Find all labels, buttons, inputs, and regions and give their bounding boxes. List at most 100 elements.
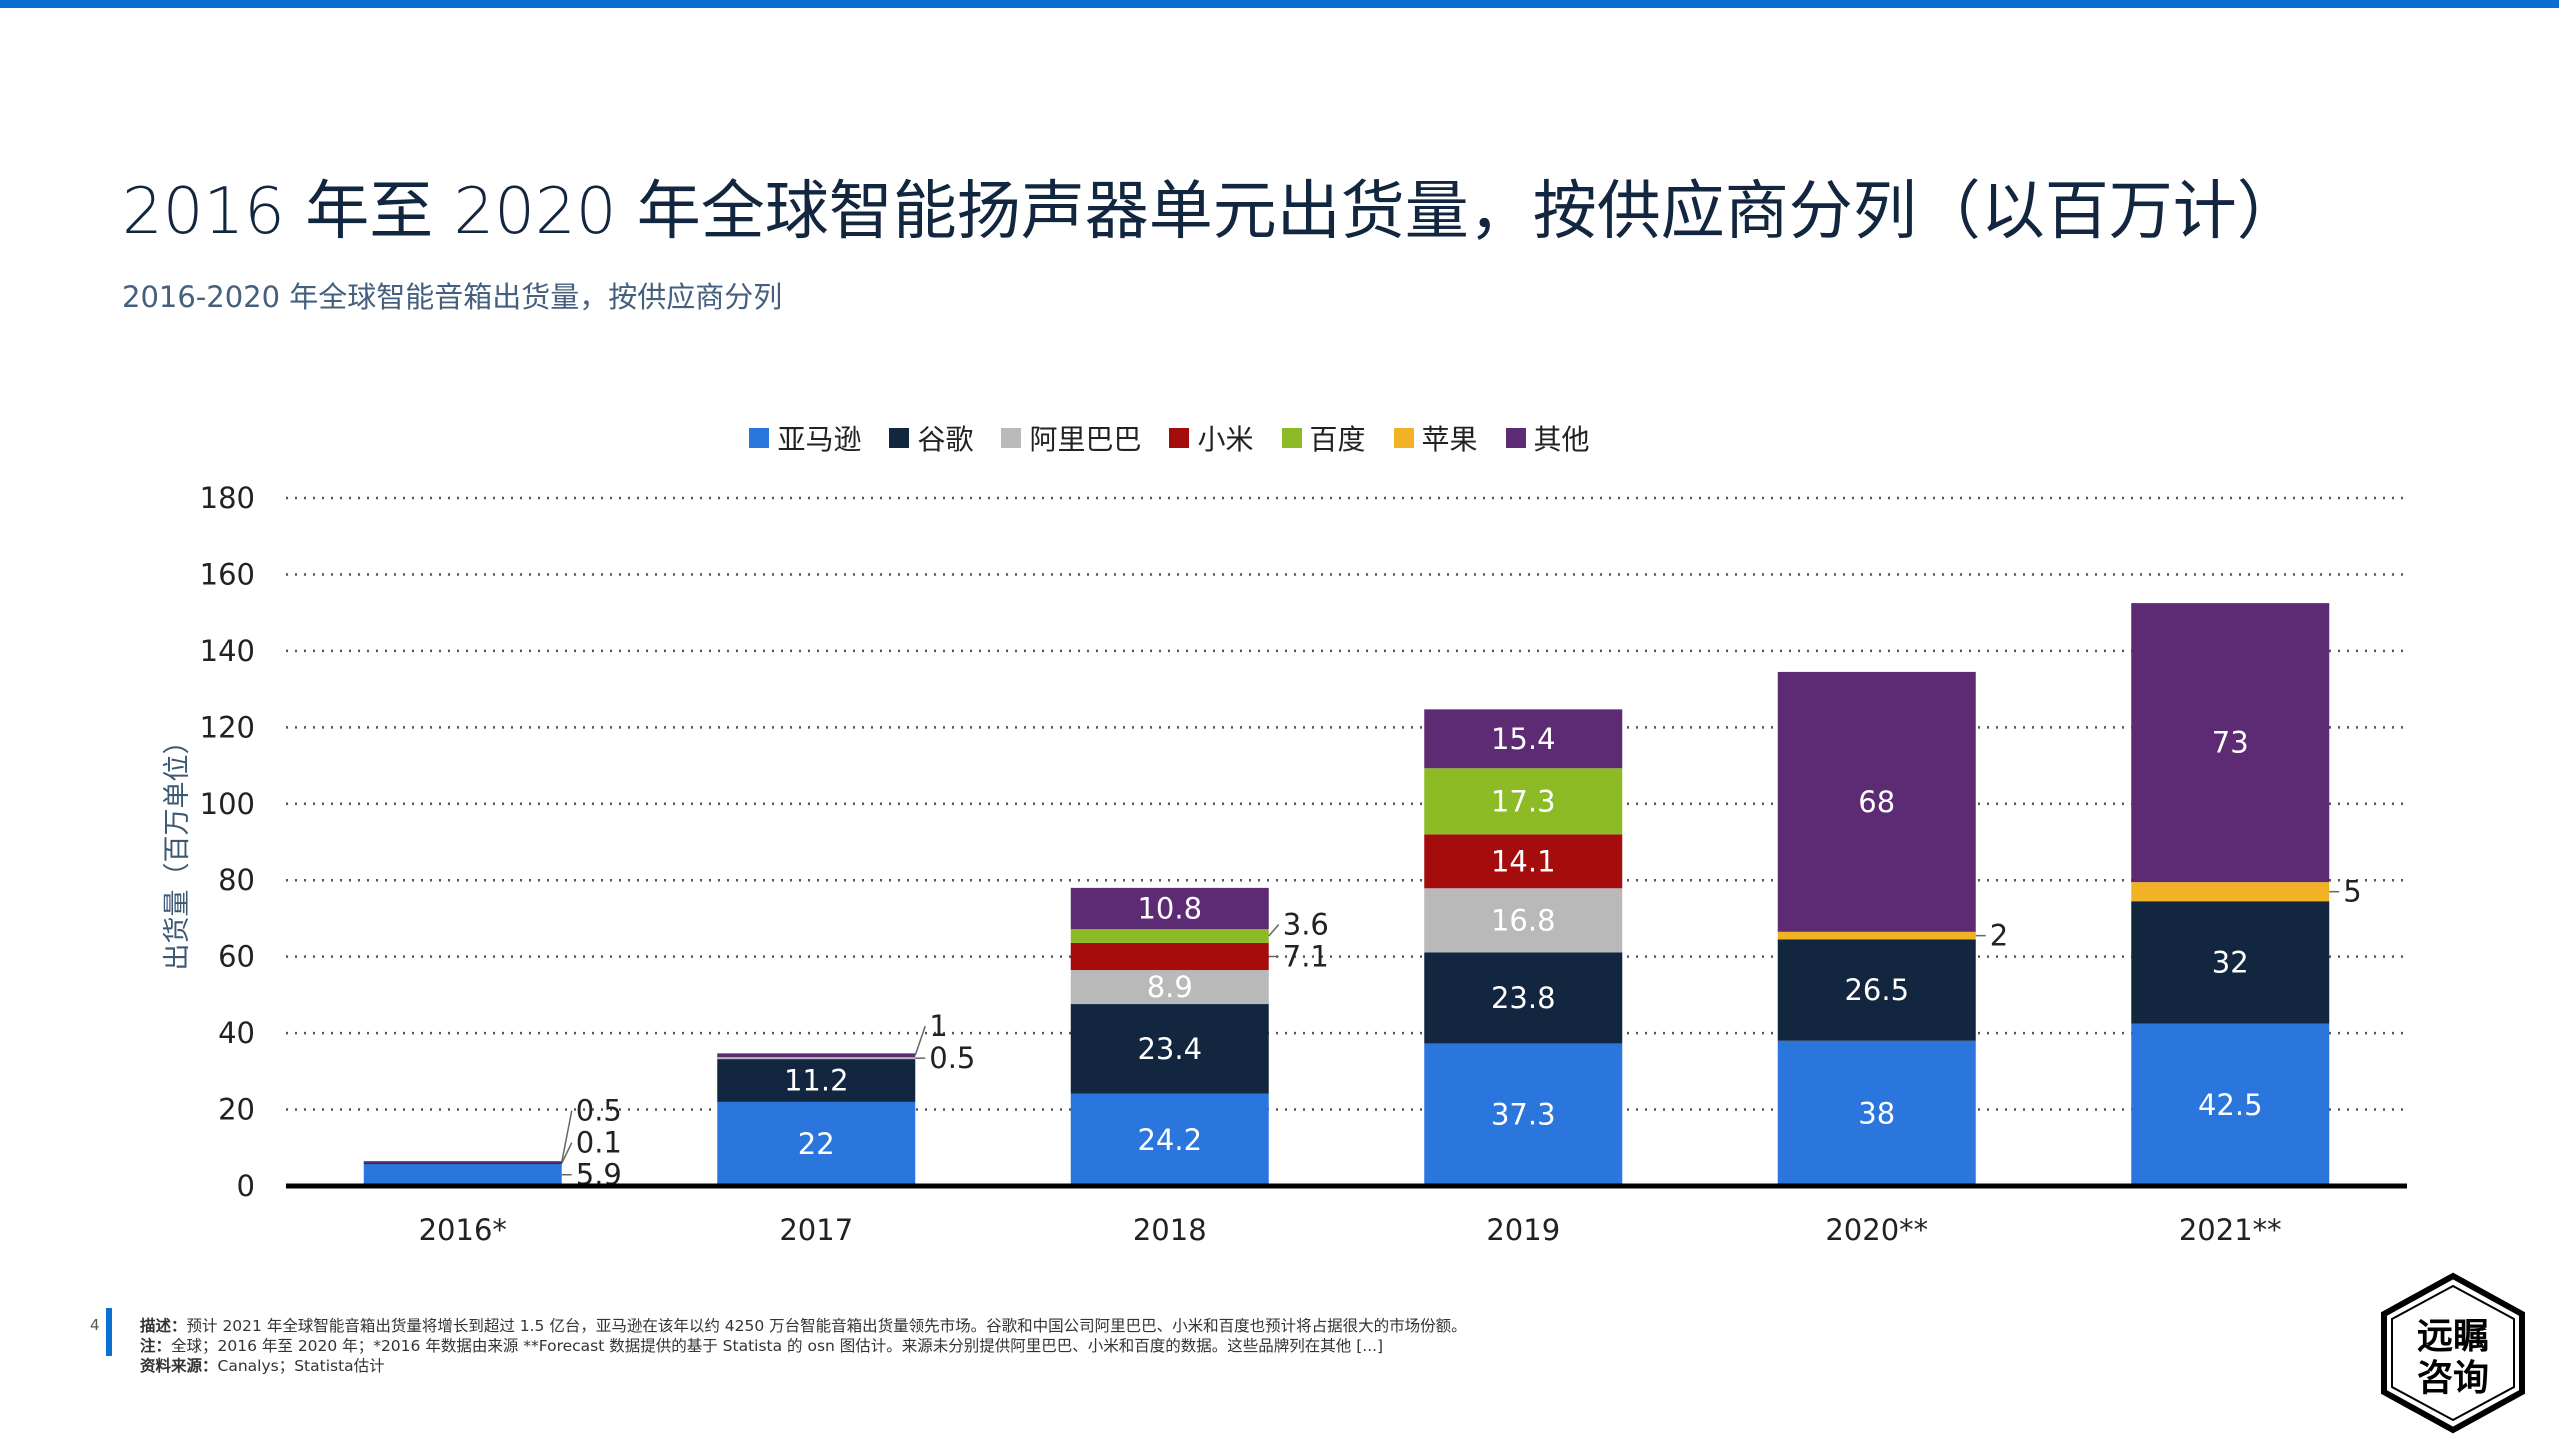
y-tick-label: 40: [218, 1016, 255, 1050]
svg-text:咨询: 咨询: [2417, 1358, 2489, 1399]
bar-segment: [1070, 929, 1269, 943]
company-logo: 远瞩 咨询: [2381, 1272, 2525, 1434]
bar-segment: [717, 1059, 916, 1102]
legend-swatch: [1281, 428, 1302, 448]
legend-label: 阿里巴巴: [1029, 423, 1142, 456]
bar-segment: [1424, 709, 1623, 769]
legend-label: 亚马逊: [777, 423, 862, 456]
y-tick-label: 180: [200, 481, 255, 515]
legend-item: 百度: [1281, 418, 1366, 458]
legend-swatch: [1393, 428, 1414, 448]
x-tick-label: 2017: [779, 1213, 853, 1247]
data-label: 0.5: [929, 1041, 975, 1075]
y-tick-label: 160: [200, 557, 255, 591]
legend-label: 其他: [1533, 423, 1590, 456]
data-label: 3.6: [1283, 907, 1329, 941]
bar-segment: [1070, 970, 1269, 1005]
data-label: 10.8: [1137, 892, 1202, 926]
x-tick-label: 2016*: [419, 1213, 507, 1247]
bar-segment: [1070, 1004, 1269, 1094]
bar-segment: [363, 1161, 562, 1164]
bar-segment: [717, 1057, 916, 1060]
legend-item: 谷歌: [889, 418, 973, 458]
data-label-leader: [1268, 923, 1280, 937]
bar-segment: [2131, 882, 2330, 902]
y-tick-label: 120: [200, 710, 255, 744]
data-label: 0.5: [576, 1094, 622, 1128]
data-label: 11.2: [784, 1064, 849, 1098]
data-label: 24.2: [1137, 1123, 1202, 1157]
source-text: Canalys；Statista估计: [217, 1357, 385, 1375]
y-tick-label: 80: [218, 863, 255, 897]
data-label: 15.4: [1491, 722, 1556, 756]
data-label-leader: [914, 1025, 926, 1056]
legend-label: 苹果: [1421, 423, 1478, 456]
legend-swatch: [889, 428, 910, 448]
y-tick-label: 0: [237, 1169, 255, 1203]
x-tick-label: 2018: [1133, 1213, 1207, 1247]
data-label-leader: [561, 1142, 573, 1164]
data-label: 32: [2212, 945, 2249, 979]
legend-swatch: [749, 428, 770, 448]
note-text: 全球；2016 年至 2020 年；*2016 年数据由来源 **Forecas…: [171, 1337, 1384, 1355]
y-tick-label: 140: [200, 634, 255, 668]
legend-label: 小米: [1197, 423, 1254, 456]
y-tick-label: 100: [200, 787, 255, 821]
bar-segment: [717, 1053, 916, 1058]
data-label: 8.9: [1147, 970, 1193, 1004]
bar-segment: [2131, 603, 2330, 883]
page-number: 4: [90, 1316, 100, 1334]
data-label: 23.8: [1491, 981, 1556, 1015]
description-text: 预计 2021 年全球智能音箱出货量将增长到超过 1.5 亿台，亚马逊在该年以约…: [186, 1317, 1467, 1335]
data-label: 42.5: [2198, 1088, 2263, 1122]
bar-segment: [363, 1163, 562, 1186]
note-label: 注：: [140, 1337, 172, 1355]
legend-item: 苹果: [1393, 418, 1478, 458]
bar-segment: [1424, 768, 1623, 835]
data-label: 73: [2212, 726, 2249, 760]
data-label: 14.1: [1491, 844, 1556, 878]
desc-label: 描述：: [140, 1317, 187, 1335]
svg-text:远瞩: 远瞩: [2417, 1316, 2489, 1357]
bar-segment: [1070, 942, 1269, 971]
chart-legend: 亚马逊 谷歌 阿里巴巴 小米 百度 苹果 其他: [0, 418, 2449, 458]
x-tick-label: 2021**: [2179, 1213, 2282, 1247]
footer-notes: 描述：预计 2021 年全球智能音箱出货量将增长到超过 1.5 亿台，亚马逊在该…: [140, 1316, 1467, 1376]
bar-segment: [1424, 1043, 1623, 1186]
legend-item: 亚马逊: [749, 418, 861, 458]
bar-segment: [1777, 931, 1976, 940]
bar-segment: [2131, 1023, 2330, 1186]
legend-label: 百度: [1309, 423, 1366, 456]
data-label: 0.1: [576, 1126, 622, 1160]
bar-segment: [2131, 901, 2330, 1024]
legend-item: 阿里巴巴: [1001, 418, 1141, 458]
data-label: 1: [929, 1009, 947, 1043]
y-tick-label: 20: [218, 1093, 255, 1127]
legend-item: 小米: [1169, 418, 1254, 458]
data-label: 7.1: [1283, 939, 1329, 973]
data-label: 17.3: [1491, 784, 1556, 818]
page-subtitle: 2016-2020 年全球智能音箱出货量，按供应商分列: [122, 280, 783, 314]
source-label: 资料来源：: [140, 1357, 218, 1375]
data-label: 22: [798, 1127, 835, 1161]
data-label: 2: [1990, 919, 2008, 953]
data-label: 16.8: [1491, 903, 1556, 937]
data-label: 38: [1858, 1096, 1895, 1130]
data-label: 68: [1858, 785, 1895, 819]
x-tick-label: 2020**: [1825, 1213, 1928, 1247]
data-label: 23.4: [1137, 1032, 1202, 1066]
legend-swatch: [1169, 428, 1190, 448]
bar-segment: [1424, 952, 1623, 1044]
y-axis-label: 出货量（百万单位）: [162, 728, 193, 971]
legend-swatch: [1001, 428, 1022, 448]
top-accent-bar: [0, 0, 2559, 8]
bar-segment: [1777, 671, 1976, 932]
data-label: 37.3: [1491, 1098, 1556, 1132]
bar-segment: [1777, 939, 1976, 1041]
x-tick-label: 2019: [1486, 1213, 1560, 1247]
bar-segment: [717, 1101, 916, 1186]
bar-segment: [1070, 1093, 1269, 1186]
legend-item: 其他: [1505, 418, 1590, 458]
bar-segment: [1424, 888, 1623, 953]
